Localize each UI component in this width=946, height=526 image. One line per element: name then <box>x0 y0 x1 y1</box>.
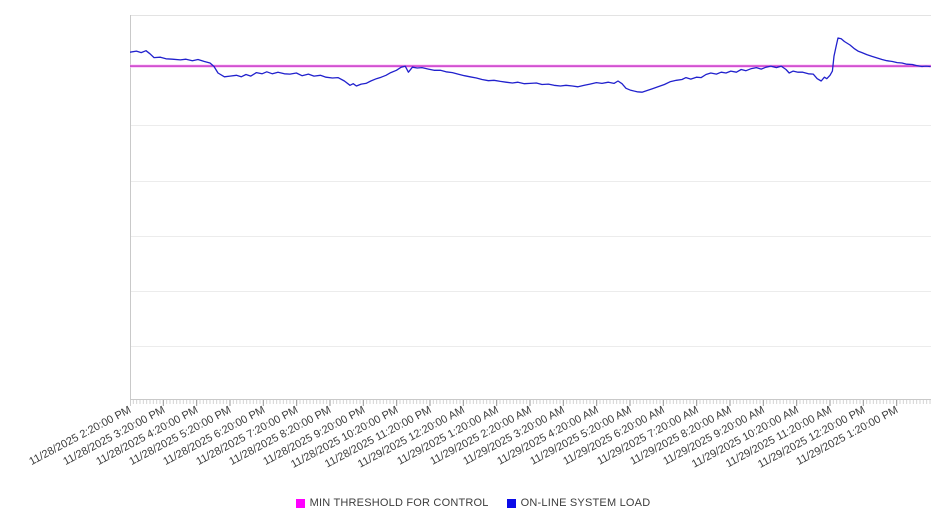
chart-legend: MIN THRESHOLD FOR CONTROL ON-LINE SYSTEM… <box>0 497 946 509</box>
legend-swatch-system-load-icon <box>506 498 516 508</box>
x-axis-major-ticks <box>130 400 898 406</box>
legend-swatch-min-threshold-icon <box>295 498 305 508</box>
system-load-line <box>130 37 931 93</box>
plot-area <box>130 15 931 407</box>
plot-canvas <box>130 15 931 406</box>
legend-label-min-threshold: MIN THRESHOLD FOR CONTROL <box>309 497 489 509</box>
legend-item-min-threshold: MIN THRESHOLD FOR CONTROL <box>295 497 489 509</box>
legend-label-system-load: ON-LINE SYSTEM LOAD <box>520 497 651 509</box>
legend-item-system-load: ON-LINE SYSTEM LOAD <box>506 497 651 509</box>
